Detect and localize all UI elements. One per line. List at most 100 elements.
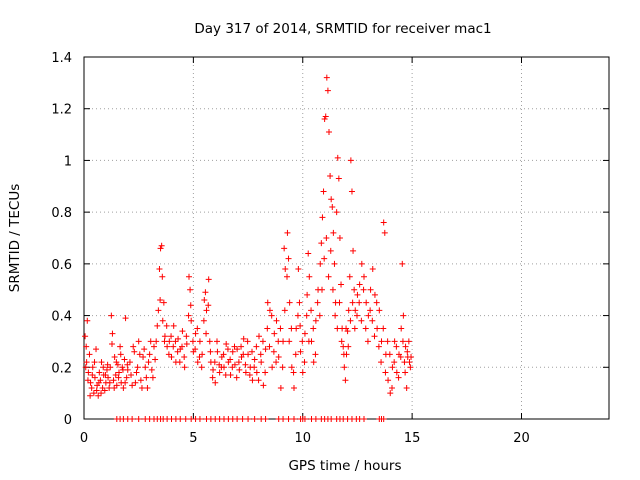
y-axis-label: SRMTID / TECUs xyxy=(7,184,23,292)
data-point xyxy=(194,359,201,366)
data-point xyxy=(95,392,102,399)
data-point xyxy=(147,338,154,345)
data-point xyxy=(151,343,157,350)
data-point xyxy=(240,351,247,358)
data-point xyxy=(242,361,249,368)
data-point xyxy=(210,366,217,373)
data-point xyxy=(277,384,284,391)
data-point xyxy=(222,372,229,379)
data-point xyxy=(319,286,325,293)
data-point xyxy=(385,377,392,384)
data-point xyxy=(397,353,404,360)
data-point xyxy=(389,384,395,391)
data-points xyxy=(82,74,415,422)
data-point xyxy=(140,353,147,360)
data-point xyxy=(292,351,299,358)
data-point xyxy=(185,312,192,319)
data-point xyxy=(286,338,293,345)
data-point xyxy=(196,416,203,422)
data-point xyxy=(205,302,212,309)
data-point xyxy=(84,317,91,324)
data-point xyxy=(109,330,116,337)
data-point xyxy=(143,374,150,381)
data-point xyxy=(262,416,269,422)
data-point xyxy=(239,416,246,422)
data-point xyxy=(245,416,252,422)
data-point xyxy=(134,364,141,371)
data-point xyxy=(129,382,136,389)
data-point xyxy=(389,364,396,371)
data-point xyxy=(299,369,306,376)
data-point xyxy=(105,374,112,381)
data-point xyxy=(255,377,262,384)
data-point xyxy=(310,325,317,332)
data-point xyxy=(132,379,139,386)
data-point xyxy=(214,338,220,345)
data-point xyxy=(87,379,94,386)
data-point xyxy=(331,260,338,267)
data-point xyxy=(91,359,98,366)
data-point xyxy=(120,384,127,391)
data-point xyxy=(233,374,240,381)
data-point xyxy=(407,364,414,371)
data-point xyxy=(382,369,389,376)
data-point xyxy=(135,338,142,345)
data-point xyxy=(229,348,236,355)
data-point xyxy=(98,390,105,397)
data-point xyxy=(399,260,406,267)
data-point xyxy=(378,359,385,366)
data-point xyxy=(363,299,370,306)
y-tick-label: 0.8 xyxy=(51,206,72,221)
data-point xyxy=(119,364,126,371)
data-point xyxy=(187,286,194,293)
data-point xyxy=(303,312,310,319)
data-point xyxy=(347,157,354,164)
data-point xyxy=(235,359,242,366)
x-tick-label: 0 xyxy=(80,431,88,446)
data-point xyxy=(266,343,273,350)
data-point xyxy=(179,343,185,350)
data-point xyxy=(371,333,378,340)
data-point xyxy=(373,299,380,306)
data-point xyxy=(253,369,260,376)
data-point xyxy=(285,255,292,262)
data-point xyxy=(138,384,145,391)
data-point xyxy=(327,247,334,254)
data-point xyxy=(281,307,288,314)
data-point xyxy=(231,361,238,368)
data-point xyxy=(270,348,277,355)
data-point xyxy=(123,374,130,381)
data-point xyxy=(157,245,164,252)
data-point xyxy=(371,291,378,298)
data-point xyxy=(111,384,118,391)
data-point xyxy=(101,387,108,394)
data-point xyxy=(295,266,302,273)
data-point xyxy=(351,325,358,332)
data-point xyxy=(305,338,312,345)
data-point xyxy=(129,416,136,422)
x-axis-label: GPS time / hours xyxy=(288,458,401,474)
data-point xyxy=(361,273,367,280)
data-point xyxy=(196,338,203,345)
data-point xyxy=(216,369,223,376)
data-point xyxy=(104,361,111,368)
data-point xyxy=(212,379,219,386)
data-point xyxy=(168,333,175,340)
data-point xyxy=(90,390,97,397)
data-point xyxy=(179,328,186,335)
data-point xyxy=(256,333,262,340)
data-point xyxy=(356,281,363,288)
data-point xyxy=(198,364,205,371)
data-point xyxy=(251,356,258,363)
data-point xyxy=(374,325,381,332)
data-point xyxy=(304,291,311,298)
data-point xyxy=(155,307,162,314)
data-point xyxy=(346,273,353,280)
data-point xyxy=(246,372,253,379)
data-point xyxy=(347,317,354,324)
data-point xyxy=(158,242,165,249)
x-tick-label: 15 xyxy=(404,431,421,446)
data-point xyxy=(200,317,207,324)
data-point xyxy=(170,343,177,350)
